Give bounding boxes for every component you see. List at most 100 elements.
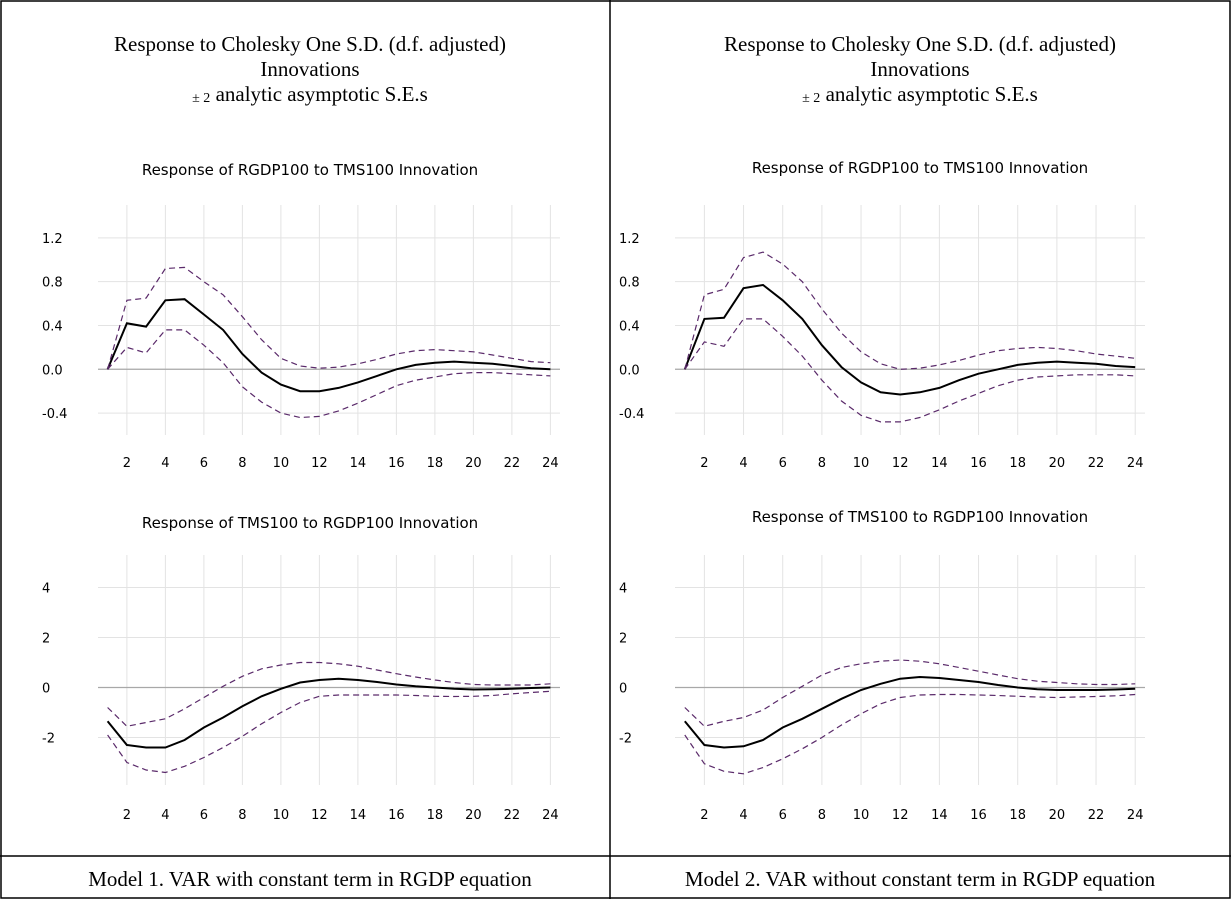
x-tick-label: 10 xyxy=(273,456,290,471)
gridlines xyxy=(98,555,560,785)
y-tick-label: 1.2 xyxy=(619,232,640,247)
irf-chart-rgdp-model-1: 1.20.80.40.0-0.42 4 6 8 10 12 14 16 18 20 22 24 xyxy=(42,205,560,471)
header-line1: Response to Cholesky One S.D. (d.f. adju… xyxy=(724,32,1116,56)
x-tick-label: 6 xyxy=(779,808,787,823)
x-tick-label: 16 xyxy=(970,456,987,471)
chart-title: Response of RGDP100 to TMS100 Innovation xyxy=(751,159,1089,177)
upper-band-line xyxy=(107,661,551,727)
x-tick-label: 14 xyxy=(350,808,367,823)
x-tick-label: 10 xyxy=(853,808,870,823)
header-line2: Innovations xyxy=(870,57,970,81)
y-tick-label: 2 xyxy=(42,632,50,647)
panel-header: Response to Cholesky One S.D. (d.f. adju… xyxy=(10,32,610,111)
x-tick-label: 6 xyxy=(779,456,787,471)
y-tick-label: -0.4 xyxy=(42,407,67,422)
irf-chart-tms-model-1: 420-22 4 6 8 10 12 14 16 18 20 22 24 xyxy=(42,555,560,823)
upper-band-line xyxy=(684,659,1136,727)
x-tick-label: 12 xyxy=(892,808,909,823)
y-tick-label: 0.4 xyxy=(42,319,63,334)
x-tick-label: 12 xyxy=(892,456,909,471)
plus-minus-label: ± 2 xyxy=(192,91,211,106)
chart-title: Response of RGDP100 to TMS100 Innovation xyxy=(141,161,479,179)
x-tick-label: 4 xyxy=(739,808,747,823)
y-tick-label: 4 xyxy=(619,582,627,597)
panel-header: Response to Cholesky One S.D. (d.f. adju… xyxy=(620,32,1220,111)
x-tick-label: 2 xyxy=(123,808,131,823)
y-tick-label: 0 xyxy=(619,682,627,697)
gridlines xyxy=(98,205,560,435)
x-tick-label: 22 xyxy=(1088,456,1105,471)
caption-model-2: Model 2. VAR without constant term in RG… xyxy=(684,867,1156,891)
x-tick-label: 24 xyxy=(1127,808,1144,823)
x-tick-label: 18 xyxy=(427,808,444,823)
y-tick-label: 0.8 xyxy=(619,276,640,291)
chart-title: Response of TMS100 to RGDP100 Innovation xyxy=(751,508,1089,526)
x-tick-label: 4 xyxy=(161,808,169,823)
x-tick-label: 14 xyxy=(931,456,948,471)
x-tick-label: 18 xyxy=(1009,456,1026,471)
x-tick-label: 2 xyxy=(700,456,708,471)
y-tick-label: 0.0 xyxy=(619,363,640,378)
y-tick-label: 0 xyxy=(42,682,50,697)
x-tick-label: 20 xyxy=(465,808,482,823)
header-line1: Response to Cholesky One S.D. (d.f. adju… xyxy=(114,32,506,56)
x-tick-label: 24 xyxy=(542,808,559,823)
y-tick-label: 0.0 xyxy=(42,363,63,378)
response-line xyxy=(683,283,1136,396)
x-tick-label: 16 xyxy=(388,808,405,823)
response-line xyxy=(106,677,551,749)
caption-model-1: Model 1. VAR with constant term in RGDP … xyxy=(88,867,532,891)
x-tick-label: 16 xyxy=(970,808,987,823)
x-tick-label: 4 xyxy=(739,456,747,471)
x-tick-label: 22 xyxy=(504,456,521,471)
x-tick-label: 8 xyxy=(238,808,246,823)
chart-title: Response of TMS100 to RGDP100 Innovation xyxy=(141,514,479,532)
x-tick-label: 14 xyxy=(931,808,948,823)
y-tick-label: 0.4 xyxy=(619,319,640,334)
x-tick-label: 10 xyxy=(273,808,290,823)
x-tick-label: 20 xyxy=(1049,808,1066,823)
x-tick-label: 22 xyxy=(1088,808,1105,823)
gridlines xyxy=(675,205,1145,435)
y-tick-label: -2 xyxy=(42,732,55,747)
y-tick-label: 1.2 xyxy=(42,232,63,247)
lower-band-line xyxy=(684,318,1136,423)
header-line3-text: analytic asymptotic S.E.s xyxy=(215,82,428,106)
x-tick-label: 20 xyxy=(465,456,482,471)
x-tick-label: 16 xyxy=(388,456,405,471)
response-line xyxy=(684,675,1136,749)
gridlines xyxy=(675,555,1145,785)
x-tick-label: 2 xyxy=(123,456,131,471)
x-tick-label: 22 xyxy=(504,808,521,823)
upper-band-line xyxy=(107,266,551,370)
header-line3: ± 2 analytic asymptotic S.E.s xyxy=(10,82,610,111)
y-tick-label: 4 xyxy=(42,582,50,597)
header-line3-text: analytic asymptotic S.E.s xyxy=(825,82,1038,106)
lower-band-line xyxy=(107,329,551,419)
x-tick-label: 8 xyxy=(818,808,826,823)
y-tick-label: 2 xyxy=(619,632,627,647)
response-line xyxy=(106,298,551,393)
x-tick-label: 8 xyxy=(818,456,826,471)
upper-band-line xyxy=(684,251,1136,370)
x-tick-label: 12 xyxy=(311,456,328,471)
panel-model-1: Response to Cholesky One S.D. (d.f. adju… xyxy=(10,0,610,856)
irf-chart-tms-model-2: 420-22 4 6 8 10 12 14 16 18 20 22 24 xyxy=(619,555,1145,823)
lower-band-line xyxy=(684,693,1136,775)
x-tick-label: 20 xyxy=(1049,456,1066,471)
panel-model-2: Response to Cholesky One S.D. (d.f. adju… xyxy=(620,0,1220,856)
header-line2: Innovations xyxy=(260,57,360,81)
plus-minus-label: ± 2 xyxy=(802,91,821,106)
lower-band-line xyxy=(107,690,551,774)
x-tick-label: 12 xyxy=(311,808,328,823)
x-tick-label: 18 xyxy=(427,456,444,471)
x-tick-label: 24 xyxy=(1127,456,1144,471)
x-tick-label: 2 xyxy=(700,808,708,823)
x-tick-label: 6 xyxy=(200,456,208,471)
x-tick-label: 10 xyxy=(853,456,870,471)
x-tick-label: 14 xyxy=(350,456,367,471)
x-tick-label: 18 xyxy=(1009,808,1026,823)
x-tick-label: 4 xyxy=(161,456,169,471)
x-tick-label: 8 xyxy=(238,456,246,471)
